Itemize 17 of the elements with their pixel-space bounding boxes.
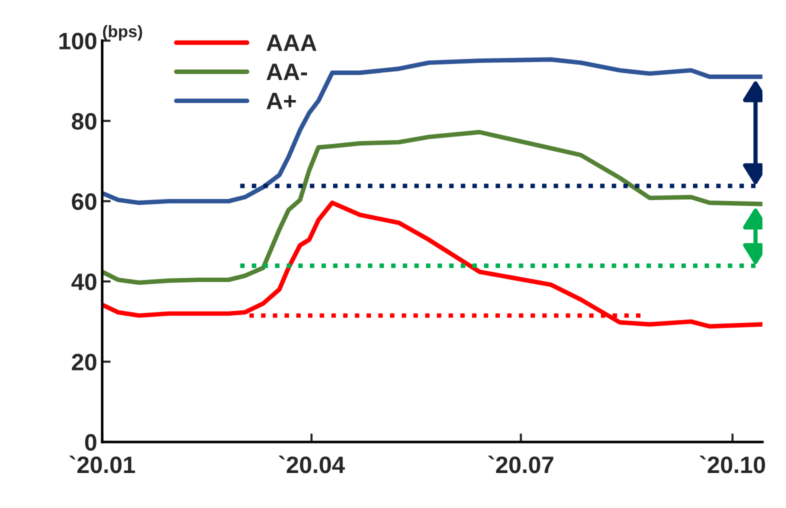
y-tick-label: 60 [72, 193, 96, 210]
x-tick-label: `20.04 [278, 456, 345, 474]
y-tick-label: 100 [59, 32, 96, 50]
y-tick-label: 20 [72, 354, 96, 370]
y-tick-label: 40 [71, 274, 96, 290]
legend-label: AAA [266, 34, 316, 51]
line-series [102, 200, 762, 329]
x-tick-label: `20.10 [700, 456, 766, 474]
y-tick-label: 80 [72, 112, 96, 130]
line-series [102, 57, 762, 205]
line-series [102, 130, 762, 285]
y-axis-title: (bps) [103, 25, 142, 41]
legend-label: A+ [266, 92, 296, 110]
legend-label: AA- [266, 64, 307, 80]
x-tick-label: `20.01 [69, 456, 135, 474]
x-tick-label: `20.07 [488, 456, 554, 474]
y-tick-label: 0 [85, 434, 96, 451]
